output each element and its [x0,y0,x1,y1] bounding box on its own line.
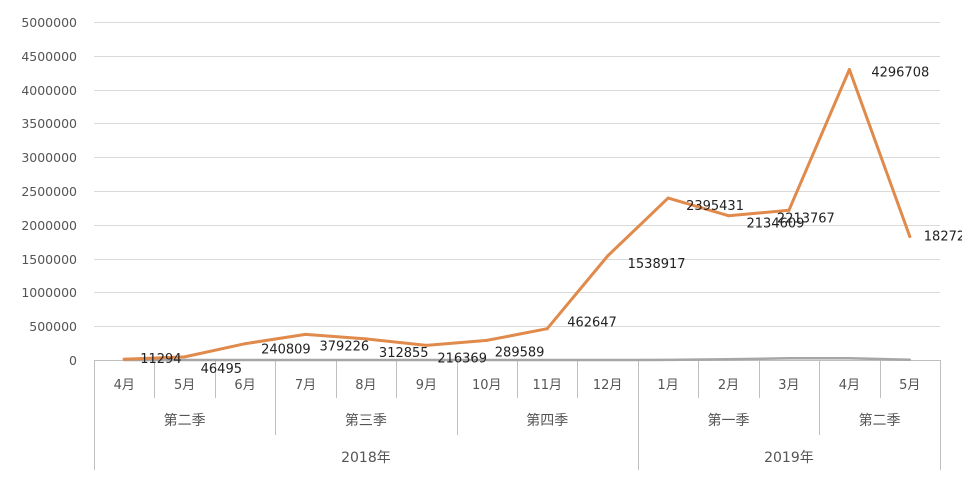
data-label: 289589 [495,345,545,360]
x-tick-label: 3月 [778,378,799,393]
data-point [908,234,912,238]
data-label: 216369 [437,351,487,366]
y-tick-label: 3500000 [21,116,77,131]
year-group-label: 2019年 [764,450,814,466]
y-tick-label: 3000000 [21,150,77,165]
x-tick-label: 5月 [174,378,195,393]
y-tick-label: 1500000 [21,252,77,267]
data-point [666,196,670,200]
x-tick-label: 2月 [718,378,739,393]
data-point [424,343,428,347]
data-label: 462647 [567,316,617,331]
x-tick-label: 1月 [657,378,678,393]
data-point [606,254,610,258]
data-point [122,357,126,361]
data-point [243,342,247,346]
y-tick-label: 0 [69,353,77,368]
data-label: 2395431 [686,199,744,214]
data-point [304,332,307,336]
y-tick-label: 1000000 [21,285,77,300]
x-tick-label: 4月 [114,378,135,393]
y-tick-label: 5000000 [21,15,77,30]
quarter-group-label: 第一季 [708,412,750,429]
x-tick-label: 8月 [355,378,376,393]
data-point [787,208,791,212]
data-point [545,327,549,331]
quarter-group-label: 第二季 [859,412,901,429]
quarter-group-label: 第三季 [345,412,387,429]
x-tick-label: 12月 [593,378,623,393]
year-group-label: 2018年 [341,450,391,466]
data-label: 4296708 [871,66,929,81]
data-point [485,338,489,342]
data-label: 2134609 [747,217,805,232]
y-tick-label: 2500000 [21,184,77,199]
series-line-main [122,68,912,361]
data-point [183,355,187,359]
data-label: 2213767 [777,211,835,226]
x-tick-label: 6月 [234,378,255,393]
series-line-secondary [122,357,912,362]
data-label: 46495 [201,362,242,377]
x-tick-label: 5月 [899,378,920,393]
data-point [364,337,368,341]
x-tick-label: 9月 [416,378,437,393]
x-tick-label: 7月 [295,378,316,393]
y-tick-label: 4000000 [21,83,77,98]
quarter-group-label: 第二季 [164,412,206,429]
data-point [847,68,851,72]
data-label: 312855 [379,346,429,361]
data-point [727,214,730,218]
data-label: 379226 [320,339,370,354]
x-tick-label: 4月 [839,378,860,393]
x-tick-label: 11月 [532,378,562,393]
x-tick-label: 10月 [472,378,502,393]
quarter-group-label: 第四季 [526,412,568,429]
y-tick-label: 500000 [29,319,77,334]
data-label: 1827210 [924,229,962,244]
data-label: 1538917 [628,257,686,272]
data-label: 240809 [261,343,311,358]
data-label: 11294 [140,352,181,367]
y-tick-label: 2000000 [21,218,77,233]
y-tick-label: 4500000 [21,49,77,64]
